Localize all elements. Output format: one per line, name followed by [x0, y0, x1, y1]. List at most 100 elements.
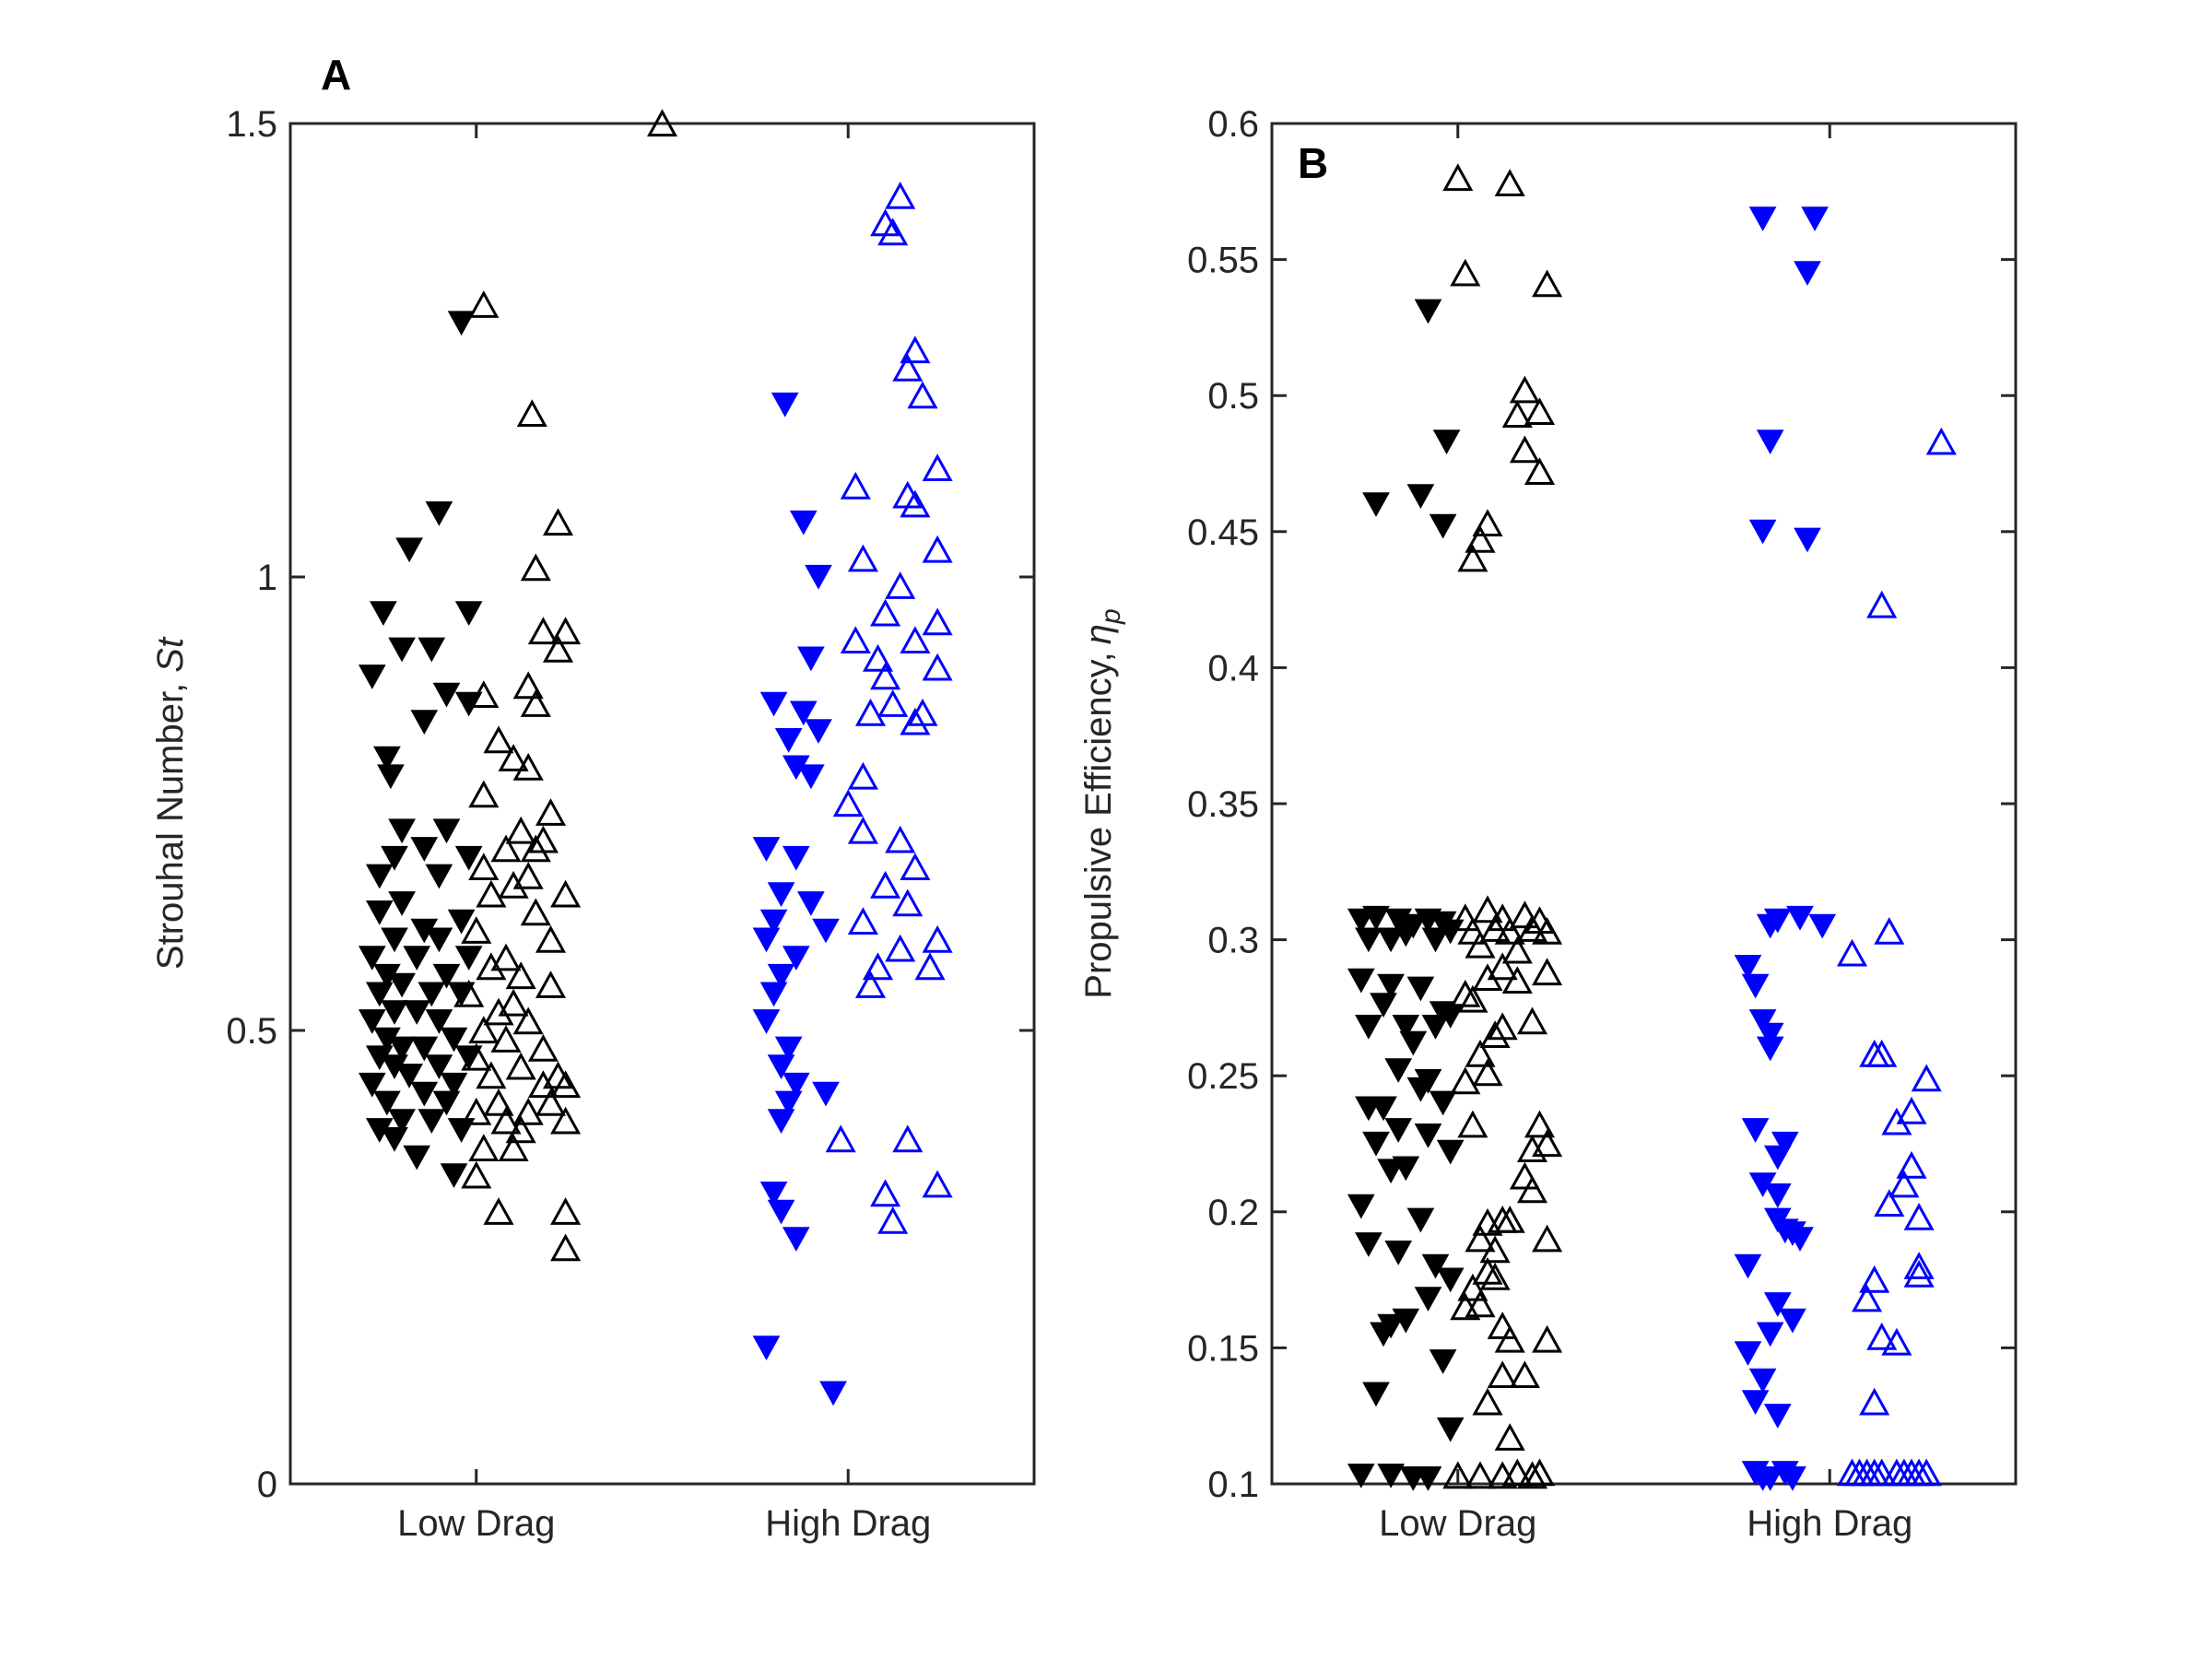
- panel-a-data-point: [377, 764, 405, 790]
- panel-b-data-point: [1501, 400, 1533, 428]
- panel-b-data-point: [1436, 1267, 1465, 1293]
- panel-b-data-point: [1741, 1118, 1770, 1143]
- panel-a-data-point: [498, 988, 529, 1017]
- panel-a-data-point: [782, 946, 810, 971]
- panel-a-data-point: [498, 1134, 529, 1161]
- panel-a-data-point: [476, 952, 507, 981]
- panel-b-data-point: [1532, 1324, 1563, 1353]
- panel-b-data-point: [1362, 1131, 1390, 1157]
- panel-a-data-point: [767, 882, 795, 908]
- panel-a-data-point: [782, 1072, 810, 1098]
- panel-b-data-point: [1516, 1006, 1548, 1035]
- panel-a-data-point: [410, 710, 439, 735]
- panel-a-data-point: [885, 934, 916, 962]
- panel-b-data-point: [1532, 269, 1563, 298]
- panel-b-data-point: [1377, 1464, 1405, 1488]
- panel-a-data-point: [432, 963, 461, 989]
- panel-a-data-point: [373, 1090, 401, 1116]
- panel-b-data-point: [1494, 1423, 1525, 1451]
- panel-b-data-point: [1487, 1360, 1518, 1388]
- panel-a-data-point: [512, 862, 544, 889]
- panel-b-data-point: [1532, 1129, 1563, 1158]
- panel-b-y-tick-label: 0.6: [1207, 104, 1259, 145]
- panel-b-data-point: [1494, 1324, 1525, 1353]
- panel-a-data-point: [900, 853, 931, 880]
- panel-a-data-point: [914, 952, 946, 981]
- panel-a-data-point: [759, 1182, 788, 1206]
- panel-a-data-point: [440, 1027, 468, 1053]
- panel-b-data-point: [1516, 1175, 1548, 1204]
- panel-a-data-point: [774, 728, 803, 753]
- panel-a-data-point: [388, 1036, 416, 1062]
- panel-b-data-point: [1866, 1322, 1898, 1350]
- panel-a-data-point: [403, 1000, 431, 1025]
- panel-b-data-point: [1756, 1022, 1784, 1048]
- panel-a-data-point: [900, 626, 931, 653]
- panel-a-data-point: [520, 834, 551, 863]
- panel-a-data-point: [771, 392, 799, 418]
- panel-b-data-point: [1429, 1349, 1457, 1374]
- panel-b-data-point: [1888, 1170, 1920, 1198]
- panel-b-data-point: [1487, 1312, 1518, 1339]
- panel-b-data-point: [1866, 590, 1898, 618]
- panel-b-data-point: [1859, 1458, 1890, 1487]
- panel-b-data-point: [1532, 917, 1563, 945]
- panel-a-data-point: [512, 1097, 544, 1125]
- panel-a-data-point: [520, 898, 551, 926]
- panel-a-data-point: [432, 682, 461, 708]
- panel-b-data-point: [1734, 1253, 1762, 1279]
- panel-a-data-point: [447, 909, 476, 935]
- panel-a-data-point: [847, 907, 878, 935]
- panel-a-data-point: [752, 1335, 781, 1361]
- panel-a-data-point: [365, 900, 394, 925]
- panel-b-data-point: [1748, 1466, 1777, 1491]
- panel-b-data-point: [1457, 1273, 1488, 1301]
- panel-a-data-point: [550, 617, 582, 645]
- panel-b-data-point: [1479, 1235, 1511, 1264]
- panel-b-data-point: [1384, 1241, 1413, 1265]
- panel-b-data-point: [1355, 1232, 1382, 1257]
- panel-b-data-point: [1392, 1015, 1420, 1040]
- panel-a-data-point: [840, 471, 871, 500]
- panel-a-data-point: [505, 816, 536, 844]
- panel-a-data-point: [440, 1163, 468, 1189]
- panel-a-data-point: [468, 680, 500, 708]
- panel-b-data-point: [1399, 1030, 1428, 1056]
- panel-a-data-point: [395, 1064, 423, 1088]
- panel-b-data-point: [1808, 913, 1837, 939]
- panel-b-data-point: [1771, 1461, 1799, 1486]
- panel-b-data-point: [1524, 457, 1556, 485]
- panel-b-data-point: [1734, 955, 1762, 980]
- panel-a-data-point: [877, 689, 909, 717]
- panel-a-data-point: [498, 744, 529, 771]
- panel-a-letter: A: [321, 51, 351, 99]
- panel-b-data-point: [1347, 968, 1375, 994]
- panel-b-data-point: [1874, 917, 1905, 945]
- panel-b-data-point: [1479, 914, 1511, 942]
- panel-a-data-point: [468, 290, 500, 318]
- panel-b-data-point: [1494, 917, 1525, 945]
- panel-a-data-point: [432, 818, 461, 844]
- panel-a-data-point: [892, 888, 924, 917]
- panel-b-data-point: [1903, 1252, 1935, 1279]
- panel-b-y-tick-label: 0.2: [1207, 1193, 1259, 1233]
- panel-a-data-point: [862, 643, 894, 672]
- panel-b-data-point: [1763, 1183, 1792, 1208]
- panel-b-data-point: [1524, 1110, 1556, 1138]
- panel-b-data-point: [1524, 1458, 1556, 1487]
- panel-a-data-point: [922, 1170, 953, 1198]
- panel-b-y-tick-label: 0.4: [1207, 648, 1259, 688]
- panel-b-data-point: [1801, 206, 1829, 231]
- panel-a-data-point: [358, 665, 386, 689]
- panel-a-data-point: [468, 853, 500, 880]
- panel-a-data-point: [797, 764, 825, 790]
- panel-a-data-point: [847, 816, 878, 844]
- panel-b-data-point: [1362, 492, 1390, 517]
- panel-b-data-point: [1741, 973, 1770, 999]
- panel-a-y-axis-label: Strouhal Number, St: [150, 636, 191, 970]
- panel-b-data-point: [1429, 1090, 1457, 1116]
- panel-a-data-point: [819, 1381, 847, 1406]
- panel-a-data-point: [388, 1109, 416, 1135]
- panel-a-data-point: [847, 544, 878, 572]
